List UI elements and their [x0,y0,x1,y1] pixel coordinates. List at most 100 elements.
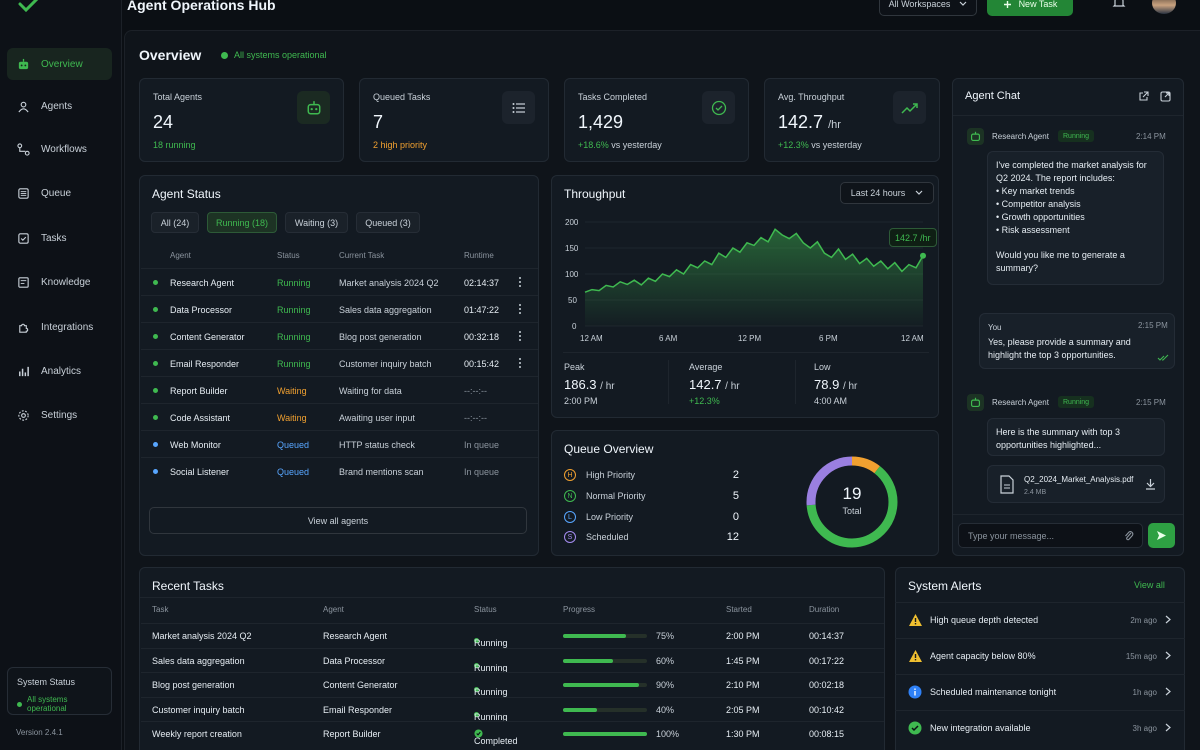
queue-item-high[interactable]: H High Priority 2 [564,468,739,482]
kebab-menu-icon[interactable] [518,330,522,342]
sidebar-item-knowledge[interactable]: Knowledge [7,266,112,298]
sidebar-item-settings[interactable]: Settings [7,399,112,431]
stat-value: 186.3 [564,377,597,392]
sidebar-item-integrations[interactable]: Integrations [7,311,112,343]
warning-icon [909,650,922,662]
agent-task: HTTP status check [339,440,415,450]
chat-line: Would you like me to generate a [996,250,1125,260]
status-dot [153,469,158,474]
kebab-menu-icon[interactable] [518,357,522,369]
y-tick-label: 100 [565,270,579,279]
table-row[interactable]: Data Processor Running Sales data aggreg… [141,295,538,322]
agent-runtime: --:--:-- [464,386,487,396]
table-row[interactable]: Customer inquiry batch Email Responder Run… [141,696,884,722]
table-row[interactable]: Email Responder Running Customer inquiry… [141,349,538,376]
task-agent: Content Generator [323,680,398,690]
filter-running[interactable]: Running (18) [207,212,277,233]
agent-name: Research Agent [170,278,235,288]
puzzle-icon [19,323,29,333]
stat-sub: 2 high priority [373,140,428,150]
progress-label: 60% [656,655,675,666]
stat-sub: vs yesterday [808,140,862,150]
sidebar-item-agents[interactable]: Agents [7,90,112,122]
stat-sub: +12.3% [689,396,720,406]
table-row[interactable]: Weekly report creation Report Builder Comp… [141,721,884,746]
sidebar-item-analytics[interactable]: Analytics [7,355,112,387]
queue-item-scheduled[interactable]: S Scheduled 12 [564,530,739,544]
view-all-agents-button[interactable]: View all agents [149,507,527,534]
download-icon[interactable] [1145,478,1156,490]
kebab-menu-icon[interactable] [518,276,522,288]
table-row[interactable]: Social Listener Queued Brand mentions sc… [141,457,538,484]
table-row[interactable]: Web Monitor Queued HTTP status check In … [141,430,538,457]
table-row[interactable]: Code Assistant Waiting Awaiting user inp… [141,403,538,430]
queue-item-label: Scheduled [586,532,629,542]
agent-runtime: In queue [464,467,500,477]
kebab-menu-icon[interactable] [518,303,522,315]
file-attachment[interactable]: Q2_2024_Market_Analysis.pdf 2.4 MB [987,465,1165,503]
task-started: 2:10 PM [726,680,760,690]
table-row[interactable]: Report Builder Waiting Waiting for data … [141,376,538,403]
alert-item[interactable]: Scheduled maintenance tonight 1h ago [895,674,1185,710]
system-status-title: System Status [17,677,76,687]
table-row[interactable]: Research Agent Running Market analysis 2… [141,268,538,295]
task-duration: 00:14:37 [809,631,845,641]
stat-card-total-agents: Total Agents 24 18 running [139,78,344,162]
stat-sub: 18 running [153,140,196,150]
send-button[interactable] [1148,523,1175,548]
stat-label: Total Agents [153,92,203,102]
stat-label: Average [689,362,723,372]
filter-waiting[interactable]: Waiting (3) [285,212,348,233]
alert-item[interactable]: New integration available 3h ago [895,710,1185,746]
alert-time: 1h ago [1132,688,1157,697]
paperclip-icon[interactable] [1124,530,1134,542]
table-row[interactable]: Market analysis 2024 Q2 Research Agent Run… [141,623,884,648]
agent-runtime: In queue [464,440,500,450]
bell-icon[interactable] [1112,0,1126,9]
avatar[interactable] [1152,0,1176,14]
workspace-select[interactable]: All Workspaces [879,0,977,16]
sidebar-item-tasks[interactable]: Tasks [7,222,112,254]
alert-item[interactable]: High queue depth detected 2m ago [895,602,1185,638]
queue-item-low[interactable]: L Low Priority 0 [564,510,739,524]
x-tick-label: 12 PM [738,334,762,343]
stat-value: 78.9 [814,377,840,392]
new-task-button[interactable]: New Task [987,0,1073,16]
alert-item[interactable]: Agent capacity below 80% 15m ago [895,638,1185,674]
chat-line: • Key market trends [996,186,1075,196]
warning-icon [909,614,922,626]
logo-check-icon[interactable] [18,0,40,16]
alerts-view-all-link[interactable]: View all [1134,580,1165,590]
stat-label: Peak [564,362,585,372]
column-header-task: Task [152,605,169,614]
agent-runtime: --:--:-- [464,413,487,423]
status-dot [17,701,22,707]
table-row[interactable]: Blog post generation Content Generator Run… [141,672,884,697]
agent-task: Waiting for data [339,386,402,396]
agent-status: Queued [277,440,310,450]
sidebar-item-workflows[interactable]: Workflows [7,133,112,165]
task-status: Running [474,638,508,648]
progress-fill [563,658,614,663]
queue-item-count: 2 [732,469,739,481]
filter-all[interactable]: All (24) [151,212,199,233]
x-tick-label: 12 AM [901,334,924,343]
progress-label: 100% [656,729,680,739]
table-row[interactable]: Sales data aggregation Data Processor Runn… [141,647,884,673]
queue-item-normal[interactable]: N Normal Priority 5 [564,489,739,503]
progress-label: 90% [656,680,675,690]
sidebar-item-overview[interactable]: Overview [7,48,112,80]
progress-fill [563,683,639,687]
sidebar-item-queue[interactable]: Queue [7,177,112,209]
sidebar-item-label: Workflows [41,143,87,155]
table-row[interactable]: Content Generator Running Blog post gene… [141,322,538,349]
filter-queued[interactable]: Queued (3) [356,212,420,233]
open-external-icon[interactable] [1138,91,1149,102]
agent-runtime: 00:32:18 [464,332,500,342]
range-select[interactable]: Last 24 hours [840,182,934,204]
alert-text: Agent capacity below 80% [930,651,1036,661]
popout-icon[interactable] [1160,91,1171,102]
task-started: 1:30 PM [726,729,760,739]
robot-icon [297,91,330,124]
chat-message-input[interactable]: Type your message... [958,523,1143,548]
